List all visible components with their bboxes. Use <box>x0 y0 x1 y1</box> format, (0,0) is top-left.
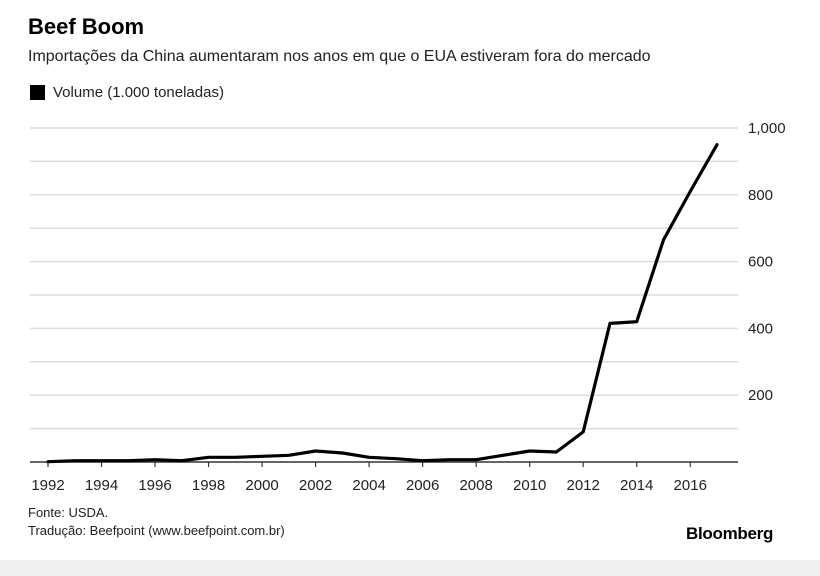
line-chart: 200 400 600 800 1,000 1992 1994 1996 1998 2000 200… <box>30 120 786 494</box>
x-tick-label: 1996 <box>138 477 171 494</box>
y-tick-label: 600 <box>748 254 773 271</box>
legend-label: Volume (1.000 toneladas) <box>53 84 224 101</box>
x-tick-label: 2010 <box>513 477 546 494</box>
chart-subtitle: Importações da China aumentaram nos anos… <box>28 48 651 65</box>
x-tick-label: 2012 <box>567 477 600 494</box>
chart-legend: Volume (1.000 toneladas) <box>30 84 224 101</box>
bottom-band <box>0 560 820 576</box>
source-note: Fonte: USDA. <box>28 505 109 520</box>
x-tick-label: 1994 <box>85 477 118 494</box>
chart-title: Beef Boom <box>28 14 145 39</box>
credit-note: Tradução: Beefpoint (www.beefpoint.com.b… <box>28 523 285 538</box>
x-tick-label: 2004 <box>352 477 385 494</box>
y-tick-label: 200 <box>748 387 773 404</box>
x-tick-label: 2000 <box>245 477 278 494</box>
x-tick-label: 1998 <box>192 477 225 494</box>
x-tick-label: 2008 <box>459 477 492 494</box>
x-tick-label: 2006 <box>406 477 439 494</box>
y-tick-label: 400 <box>748 320 773 337</box>
bloomberg-logo: Bloomberg <box>686 524 774 543</box>
x-tick-label: 2014 <box>620 477 653 494</box>
y-tick-label: 1,000 <box>748 120 786 137</box>
x-tick-label: 1992 <box>31 477 64 494</box>
legend-swatch <box>30 85 45 100</box>
series-line <box>46 143 719 464</box>
x-tick-label: 2016 <box>674 477 707 494</box>
x-tick-label: 2002 <box>299 477 332 494</box>
y-tick-label: 800 <box>748 187 773 204</box>
